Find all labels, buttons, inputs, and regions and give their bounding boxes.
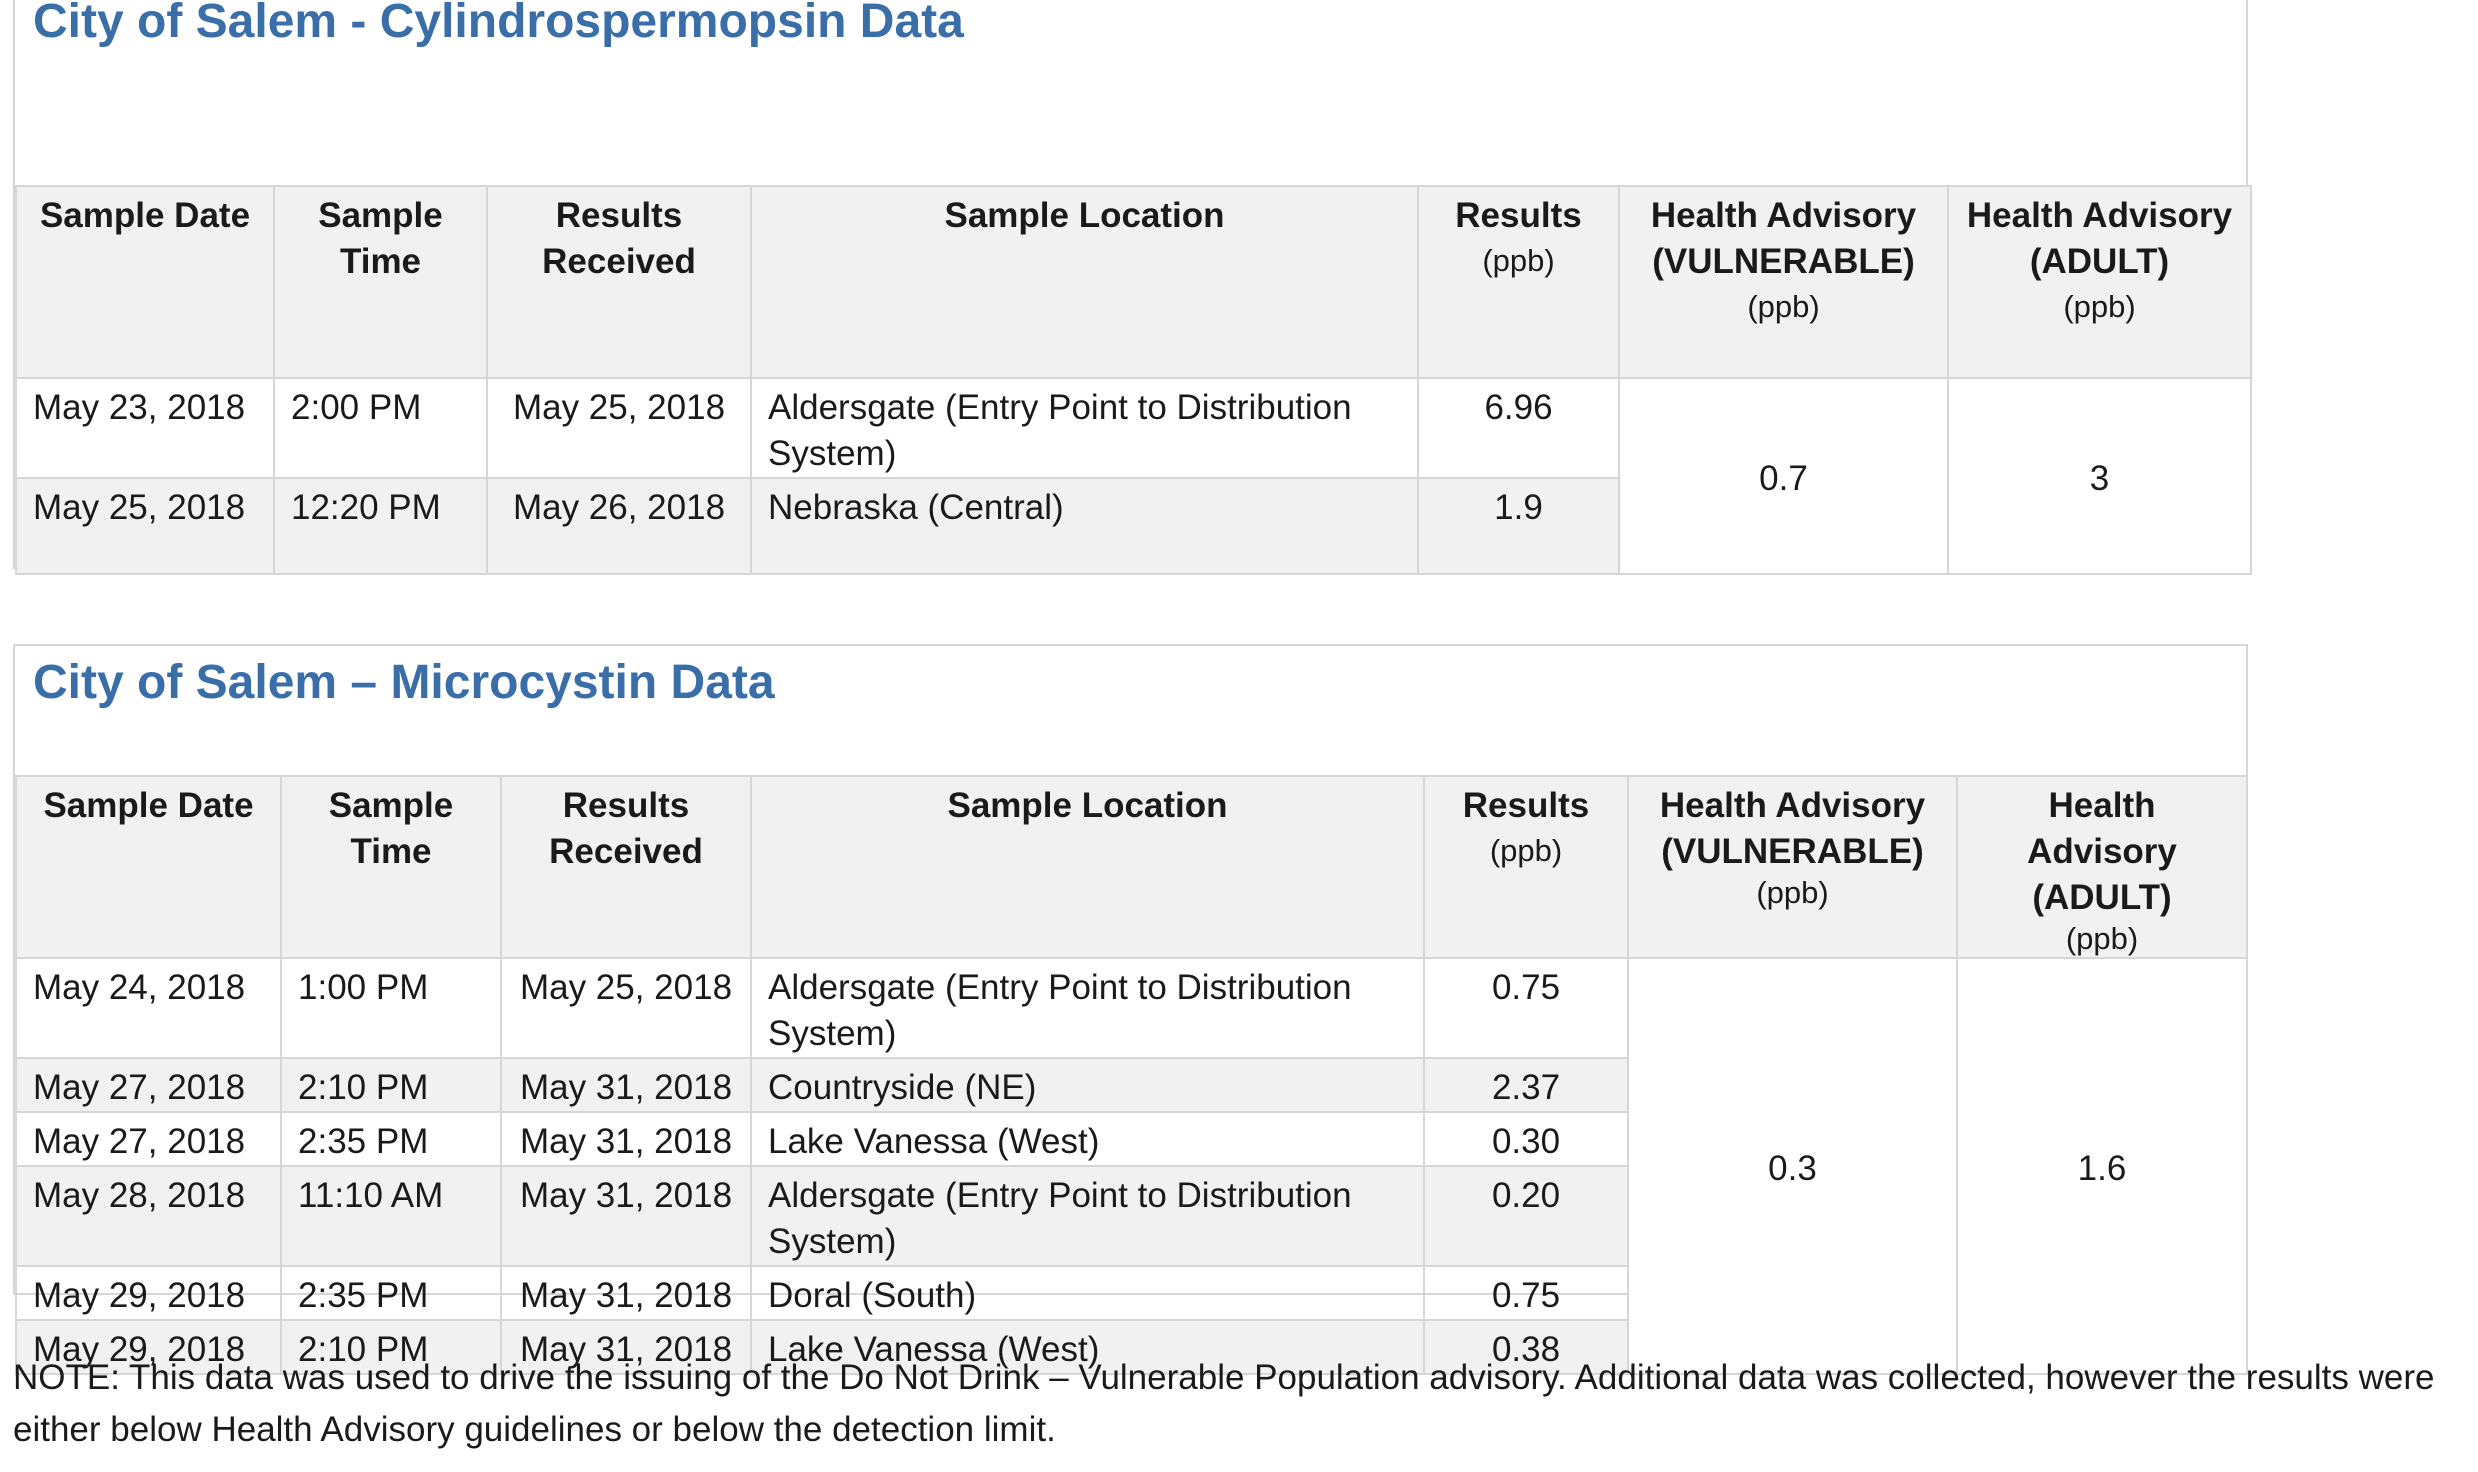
table-row: May 29, 2018 2:35 PM May 31, 2018 Doral … [15,1265,2247,1321]
sample-date-cell: May 27, 2018 [15,1057,282,1113]
sample-date-cell: May 23, 2018 [15,377,275,479]
sample-location-cell: Lake Vanessa (West) [750,1111,1425,1167]
col-sample-date: Sample Date [15,185,275,379]
microcystin-table: Sample Date Sample Time Results Received S… [15,775,2248,1375]
sample-time-cell: 2:35 PM [280,1111,502,1167]
sample-date-cell: May 25, 2018 [15,477,275,575]
sample-date-cell: May 27, 2018 [15,1111,282,1167]
sample-date-cell: May 29, 2018 [15,1265,282,1321]
sample-location-cell: Countryside (NE) [750,1057,1425,1113]
table-row: May 25, 2018 12:20 PM May 26, 2018 Nebra… [15,477,2251,575]
sample-location-cell: Lake Vanessa (West) [750,1319,1425,1375]
ha-vulnerable-cell: 0.7 [1618,377,1949,575]
sample-time-cell: 2:10 PM [280,1319,502,1375]
col-results: Results (ppb) [1423,775,1629,959]
results-received-cell: May 25, 2018 [500,957,752,1059]
sample-time-cell: 2:00 PM [273,377,488,479]
sample-time-cell: 2:35 PM [280,1265,502,1321]
sample-date-cell: May 29, 2018 [15,1319,282,1375]
sample-date-cell: May 24, 2018 [15,957,282,1059]
table-row: May 29, 2018 2:10 PM May 31, 2018 Lake V… [15,1319,2247,1375]
table-row: May 27, 2018 2:10 PM May 31, 2018 Countr… [15,1057,2247,1113]
ha-vulnerable-cell: 0.3 [1627,957,1958,1375]
results-received-cell: May 31, 2018 [500,1111,752,1167]
col-ha-adult: Health Advisory (ADULT) (ppb) [1956,775,2248,959]
col-sample-location: Sample Location [750,775,1425,959]
sample-date-cell: May 28, 2018 [15,1165,282,1267]
table-row: May 23, 2018 2:00 PM May 25, 2018 Alders… [15,377,2252,575]
results-received-cell: May 31, 2018 [500,1265,752,1321]
col-results: Results (ppb) [1417,185,1620,379]
col-results-received: Results Received [500,775,752,959]
col-results-received: Results Received [486,185,752,379]
microcystin-section: City of Salem – Microcystin Data Sample … [13,644,2248,1375]
result-cell: 6.96 [1417,377,1620,479]
col-sample-time: Sample Time [280,775,502,959]
result-cell: 0.20 [1423,1165,1629,1267]
sample-location-cell: Aldersgate (Entry Point to Distribution … [750,1165,1425,1267]
result-cell: 0.30 [1423,1111,1629,1167]
sample-time-cell: 2:10 PM [280,1057,502,1113]
result-cell: 0.75 [1423,1265,1629,1321]
sample-time-cell: 11:10 AM [280,1165,502,1267]
table-row: May 24, 2018 1:00 PM May 25, 2018 Alders… [15,957,2248,1375]
ha-adult-cell: 1.6 [1956,957,2248,1375]
results-received-cell: May 31, 2018 [500,1057,752,1113]
result-cell: 0.75 [1423,957,1629,1059]
sample-time-cell: 12:20 PM [273,477,488,575]
cylindrospermopsin-title: City of Salem - Cylindrospermopsin Data [33,0,964,48]
sample-location-cell: Aldersgate (Entry Point to Distribution … [750,377,1419,479]
col-sample-date: Sample Date [15,775,282,959]
cylindrospermopsin-table: Sample Date Sample Time Results Received S… [15,185,2252,575]
table-header-row: Sample Date Sample Time Results Received S… [15,775,2248,959]
table-row: May 27, 2018 2:35 PM May 31, 2018 Lake V… [15,1111,2247,1167]
col-ha-vulnerable: Health Advisory (VULNERABLE) (ppb) [1618,185,1949,379]
ha-adult-cell: 3 [1947,377,2252,575]
result-cell: 2.37 [1423,1057,1629,1113]
results-received-cell: May 31, 2018 [500,1319,752,1375]
sample-location-cell: Aldersgate (Entry Point to Distribution … [750,957,1425,1059]
col-sample-time: Sample Time [273,185,488,379]
sample-location-cell: Nebraska (Central) [750,477,1419,575]
results-received-cell: May 25, 2018 [486,377,752,479]
footnote: NOTE: This data was used to drive the is… [13,1358,2435,1449]
table-row: May 28, 2018 11:10 AM May 31, 2018 Alder… [15,1165,2247,1267]
col-sample-location: Sample Location [750,185,1419,379]
cylindrospermopsin-section: City of Salem - Cylindrospermopsin Data … [13,0,2252,575]
sample-location-cell: Doral (South) [750,1265,1425,1321]
table-header-row: Sample Date Sample Time Results Received S… [15,185,2252,379]
result-cell: 0.38 [1423,1319,1629,1375]
sample-time-cell: 1:00 PM [280,957,502,1059]
results-received-cell: May 31, 2018 [500,1165,752,1267]
result-cell: 1.9 [1417,477,1620,575]
results-received-cell: May 26, 2018 [486,477,752,575]
microcystin-title: City of Salem – Microcystin Data [33,656,775,709]
col-ha-vulnerable: Health Advisory (VULNERABLE) (ppb) [1627,775,1958,959]
col-ha-adult: Health Advisory (ADULT) (ppb) [1947,185,2252,379]
